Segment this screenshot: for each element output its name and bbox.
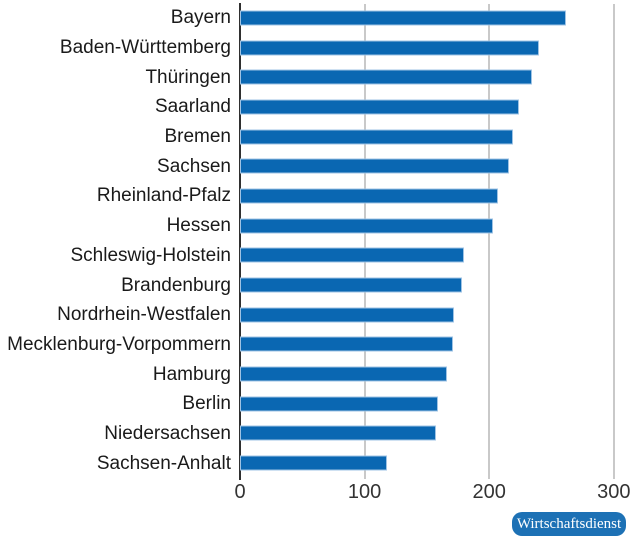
bar (240, 69, 532, 85)
x-tick-label: 300 (597, 481, 630, 503)
category-label: Hessen (166, 215, 231, 237)
bar (240, 247, 465, 263)
wirtschaftsdienst-badge: Wirtschaftsdienst (512, 512, 626, 536)
category-label: Brandenburg (121, 274, 231, 296)
bar-track (240, 300, 630, 330)
plot-area (240, 4, 630, 479)
x-tick-label: 100 (347, 481, 382, 503)
bar-row: Saarland (0, 92, 630, 122)
bar-track (240, 448, 630, 478)
bar (240, 277, 462, 293)
x-tick-label: 200 (472, 481, 506, 503)
bar-row: Brandenburg (0, 270, 630, 300)
bar (240, 336, 454, 352)
bar-row: Baden-Württemberg (0, 33, 630, 63)
bar-track (240, 389, 630, 419)
bar-track (240, 270, 630, 300)
gridline (488, 4, 491, 479)
bar-row: Niedersachsen (0, 419, 630, 449)
category-label: Thüringen (145, 66, 231, 88)
bar (240, 129, 513, 145)
category-label: Baden-Württemberg (59, 37, 231, 59)
bar (240, 40, 540, 56)
bar-track (240, 33, 630, 63)
category-label: Berlin (182, 393, 231, 415)
category-label: Schleswig-Holstein (70, 244, 231, 266)
bar-row: Mecklenburg-Vorpommern (0, 330, 630, 360)
bar-row: Schleswig-Holstein (0, 241, 630, 271)
category-label: Sachsen-Anhalt (96, 452, 231, 474)
category-label: Bremen (164, 126, 231, 148)
bar (240, 188, 498, 204)
bar-track (240, 419, 630, 449)
category-label: Saarland (154, 96, 231, 118)
x-axis: 0 100 200 300 (234, 481, 630, 507)
x-tick-label: 0 (234, 481, 246, 503)
bar-row: Thüringen (0, 62, 630, 92)
category-label: Sachsen (157, 155, 231, 177)
bar-row: Bayern (0, 3, 630, 33)
category-label: Hamburg (152, 363, 231, 385)
y-axis-line (239, 3, 241, 480)
bar (240, 10, 567, 26)
bar-track (240, 181, 630, 211)
bar-row: Hessen (0, 211, 630, 241)
bar-row: Berlin (0, 389, 630, 419)
bar-track (240, 330, 630, 360)
bar (240, 158, 510, 174)
bar-track (240, 122, 630, 152)
category-label: Rheinland-Pfalz (96, 185, 231, 207)
bar-track (240, 3, 630, 33)
bar-row: Hamburg (0, 359, 630, 389)
bar-track (240, 359, 630, 389)
bar-row: Nordrhein-Westfalen (0, 300, 630, 330)
bar (240, 366, 447, 382)
bar (240, 425, 436, 441)
bar (240, 455, 388, 471)
bar (240, 396, 439, 412)
bar-rows: Bayern Baden-Württemberg Thüringen Saarland… (0, 3, 630, 478)
wirtschaftsdienst-badge-label: Wirtschaftsdienst (516, 515, 622, 532)
bar-row: Sachsen-Anhalt (0, 448, 630, 478)
bar (240, 218, 493, 234)
gridline (363, 4, 366, 479)
category-label: Nordrhein-Westfalen (57, 304, 231, 326)
bar-row: Sachsen (0, 151, 630, 181)
category-label: Mecklenburg-Vorpommern (7, 333, 231, 355)
bar-row: Bremen (0, 122, 630, 152)
category-label: Bayern (170, 7, 231, 29)
bar-track (240, 62, 630, 92)
bar-row: Rheinland-Pfalz (0, 181, 630, 211)
bar (240, 99, 520, 115)
gridline (612, 4, 615, 479)
bar-track (240, 241, 630, 271)
bar (240, 307, 455, 323)
bar-track (240, 92, 630, 122)
bar-track (240, 151, 630, 181)
bar-track (240, 211, 630, 241)
category-label: Niedersachsen (104, 422, 231, 444)
